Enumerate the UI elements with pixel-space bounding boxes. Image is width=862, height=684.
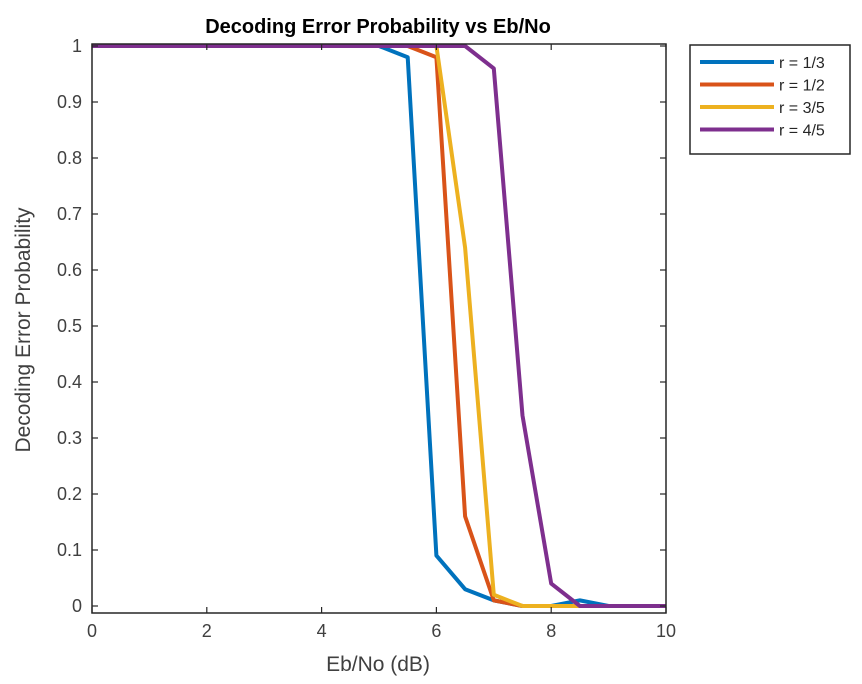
legend-label-1: r = 1/3 bbox=[779, 55, 825, 72]
legend-label-4: r = 4/5 bbox=[779, 123, 825, 140]
y-tick-label: 0 bbox=[72, 596, 82, 616]
series-line-4 bbox=[92, 44, 666, 608]
x-axis-title: Eb/No (dB) bbox=[326, 653, 430, 676]
x-tick-label: 8 bbox=[546, 621, 556, 641]
y-tick-label: 0.9 bbox=[57, 92, 82, 112]
y-tick-label: 0.8 bbox=[57, 148, 82, 168]
x-tick-label: 4 bbox=[317, 621, 327, 641]
y-tick-label: 0.7 bbox=[57, 204, 82, 224]
y-tick-label: 0.3 bbox=[57, 428, 82, 448]
axes-box bbox=[91, 43, 667, 614]
y-tick-label: 0.6 bbox=[57, 260, 82, 280]
y-axis-title: Decoding Error Probability bbox=[12, 207, 35, 453]
legend-label-3: r = 3/5 bbox=[779, 100, 825, 117]
x-tick-label: 10 bbox=[656, 621, 676, 641]
y-tick-label: 1 bbox=[72, 36, 82, 56]
legend: r = 1/3 r = 1/2 r = 3/5 r = 4/5 bbox=[689, 44, 851, 155]
plot-area: 0 2 4 6 8 10 0 0.1 0.2 0.3 0.4 0.5 0.6 0.7 0.8 0.9 1 bbox=[57, 36, 676, 641]
y-tick-label: 0.1 bbox=[57, 540, 82, 560]
y-tick-label: 0.4 bbox=[57, 372, 82, 392]
chart-title: Decoding Error Probability vs Eb/No bbox=[205, 16, 551, 38]
y-tick-label: 0.2 bbox=[57, 484, 82, 504]
y-tick-label: 0.5 bbox=[57, 316, 82, 336]
x-tick-label: 0 bbox=[87, 621, 97, 641]
x-tick-label: 2 bbox=[202, 621, 212, 641]
x-tick-label: 6 bbox=[431, 621, 441, 641]
plot-background bbox=[92, 44, 666, 613]
legend-label-2: r = 1/2 bbox=[779, 78, 825, 95]
